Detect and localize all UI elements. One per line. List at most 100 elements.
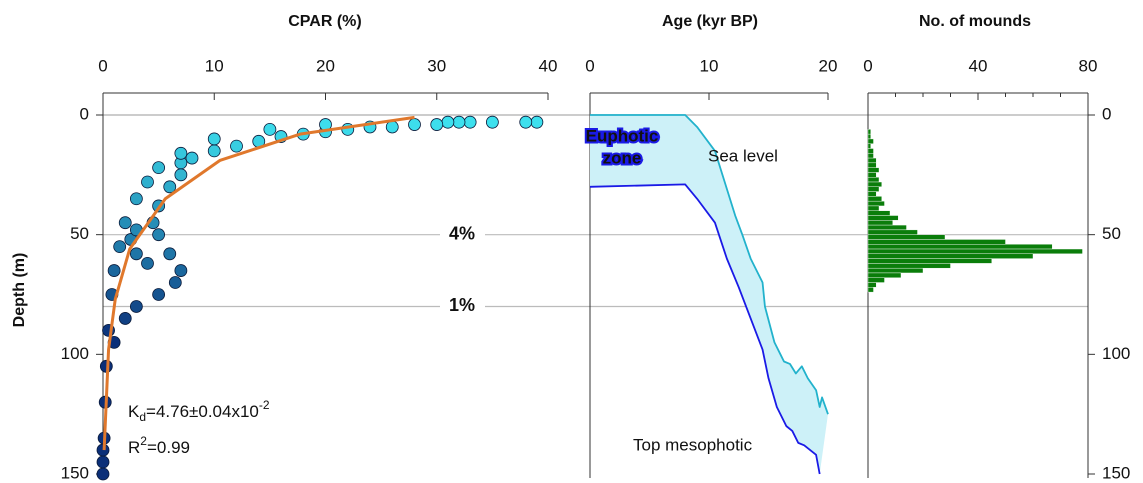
scatter-point	[129, 300, 143, 313]
scatter-point	[463, 115, 477, 129]
line-series	[102, 115, 415, 451]
scatter-point	[441, 115, 455, 129]
histogram-bar	[867, 234, 946, 240]
histogram-bar	[867, 287, 874, 293]
scatter-point	[129, 192, 143, 206]
annotation-part: 2	[140, 434, 147, 448]
scatter-point	[174, 146, 188, 160]
y-tick-label: 100	[61, 344, 89, 363]
histogram-bar	[867, 239, 1006, 245]
histogram-bar	[867, 133, 871, 140]
annotation-part: R	[128, 438, 140, 457]
series-label: Sea level	[708, 146, 778, 165]
annotation-part: d	[139, 410, 146, 424]
histogram-bar	[867, 244, 1053, 250]
scatter-point	[152, 161, 166, 175]
annotation-part: =4.76±0.04x10	[146, 402, 259, 421]
y-tick-label: 0	[80, 104, 89, 123]
y-tick-label: 50	[70, 224, 89, 243]
x-tick-label: 20	[316, 56, 335, 75]
histogram-bar	[867, 191, 877, 197]
histogram-bar	[867, 200, 885, 207]
scatter-point	[207, 144, 221, 158]
y-tick-label: 0	[1102, 104, 1111, 123]
histogram-bar	[867, 277, 885, 283]
scatter-point	[96, 455, 110, 469]
histogram-bar	[867, 162, 877, 168]
histogram-bar	[867, 181, 882, 188]
histogram-bar	[867, 215, 899, 221]
scatter-point	[174, 168, 188, 182]
scatter-point	[163, 180, 177, 194]
scatter-point	[530, 115, 544, 129]
histogram-bar	[867, 138, 874, 144]
y-tick-label: 150	[61, 463, 89, 482]
scatter-point	[152, 228, 166, 242]
scatter-point	[519, 115, 533, 129]
histogram-bar	[867, 210, 891, 216]
histogram-bar	[867, 282, 877, 288]
annotation-part: -2	[259, 398, 270, 412]
histogram-bar	[867, 253, 1034, 259]
x-tick-label: 80	[1079, 56, 1098, 75]
scatter-point	[118, 312, 132, 325]
scatter-point	[485, 115, 499, 129]
x-tick-label: 0	[98, 56, 107, 75]
scatter-point	[141, 256, 154, 270]
y-axis-title: Depth (m)	[11, 253, 28, 328]
scatter-point	[230, 139, 243, 153]
scatter-point	[207, 132, 221, 146]
y-tick-label: 100	[1102, 344, 1130, 363]
panel-title: CPAR (%)	[288, 13, 361, 30]
scatter-point	[129, 247, 143, 261]
zone-fill	[590, 115, 828, 474]
histogram-bar	[867, 205, 880, 211]
x-tick-label: 10	[700, 56, 719, 75]
scatter-point	[263, 122, 277, 136]
zone-label: Euphotic	[586, 126, 659, 145]
scatter-point	[118, 216, 132, 230]
y-tick-label: 50	[1102, 224, 1121, 243]
histogram-bar	[867, 153, 874, 159]
x-tick-label: 0	[585, 56, 594, 75]
zone-label: zone	[603, 148, 642, 167]
histogram-bar	[867, 172, 877, 178]
panel-title: No. of mounds	[919, 13, 1031, 30]
histogram-bar	[867, 224, 907, 231]
annotation-part: K	[128, 402, 140, 421]
x-tick-label: 0	[863, 56, 872, 75]
scatter-point	[96, 467, 110, 481]
scatter-point	[113, 240, 127, 254]
histogram-bar	[867, 148, 874, 154]
histogram-bar	[867, 258, 992, 264]
x-tick-label: 20	[819, 56, 838, 75]
scatter-point	[163, 247, 177, 261]
histogram-bar	[867, 229, 918, 235]
histogram-bar	[867, 129, 871, 135]
histogram-bar	[867, 220, 893, 226]
scatter-point	[141, 175, 154, 189]
scatter-point	[452, 115, 466, 129]
scatter-point	[408, 118, 421, 131]
x-tick-label: 40	[969, 56, 988, 75]
annotation-part: =0.99	[147, 438, 190, 457]
histogram-bar	[867, 177, 880, 183]
histogram-bar	[867, 186, 880, 192]
histogram-bar	[867, 167, 880, 173]
y-tick-label: 150	[1102, 463, 1130, 482]
histogram-bar	[867, 196, 882, 202]
annotation: R2=0.99	[128, 434, 190, 457]
histogram-bar	[867, 263, 951, 269]
series-label: Top mesophotic	[633, 435, 753, 454]
panel-title: Age (kyr BP)	[662, 13, 758, 30]
line-series	[590, 114, 829, 415]
reference-label: 4%	[449, 223, 475, 243]
histogram-bar	[867, 267, 924, 274]
scatter-point	[430, 118, 444, 131]
line-series	[589, 183, 821, 475]
scatter-point	[152, 288, 166, 301]
scatter-point	[107, 264, 121, 277]
x-tick-label: 40	[539, 56, 558, 75]
scatter-point	[174, 264, 188, 277]
